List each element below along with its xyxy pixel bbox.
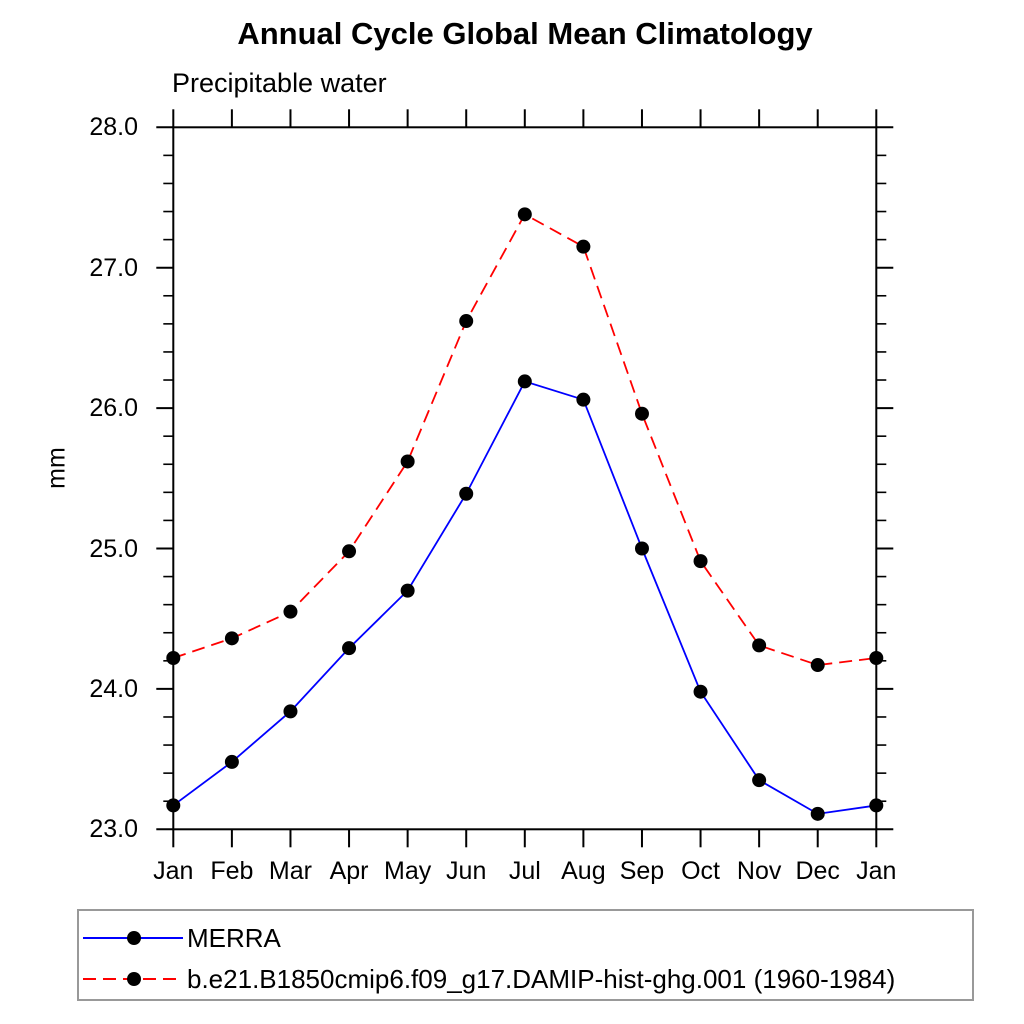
x-tick-label: Mar [268,857,312,885]
chart-subtitle: Precipitable water [172,68,387,98]
legend: MERRA b.e21.B1850cmip6.f09_g17.DAMIP-his… [77,909,974,1001]
y-tick-label: 28.0 [89,113,138,142]
x-tick-label: Oct [681,857,720,885]
legend-marker-dot-icon [127,931,141,945]
legend-label-merra: MERRA [187,923,281,953]
legend-line-sample-merra [83,931,183,945]
x-tick-label: Jan [153,857,194,885]
x-tick-label: Aug [561,857,606,885]
legend-label-model: b.e21.B1850cmip6.f09_g17.DAMIP-hist-ghg.… [187,964,896,994]
x-tick-label: Feb [210,857,254,885]
x-tick-label: May [384,857,432,885]
y-tick-label: 23.0 [89,815,138,844]
x-tick-label: Nov [736,857,782,885]
y-tick-label: 26.0 [89,394,138,423]
x-tick-label: Sep [619,857,665,885]
legend-marker-dot-icon [127,972,141,986]
x-tick-label: Jan [856,857,897,885]
x-tick-label: Jul [508,857,541,885]
y-tick-label: 27.0 [89,253,138,282]
y-tick-label: 24.0 [89,674,138,703]
legend-line-sample-model [83,972,183,986]
x-tick-label: Apr [329,857,369,885]
x-tick-label: Jun [446,857,487,885]
x-tick-label: Dec [795,857,840,885]
chart-title: Annual Cycle Global Mean Climatology [237,16,813,51]
y-tick-label: 25.0 [89,534,138,563]
